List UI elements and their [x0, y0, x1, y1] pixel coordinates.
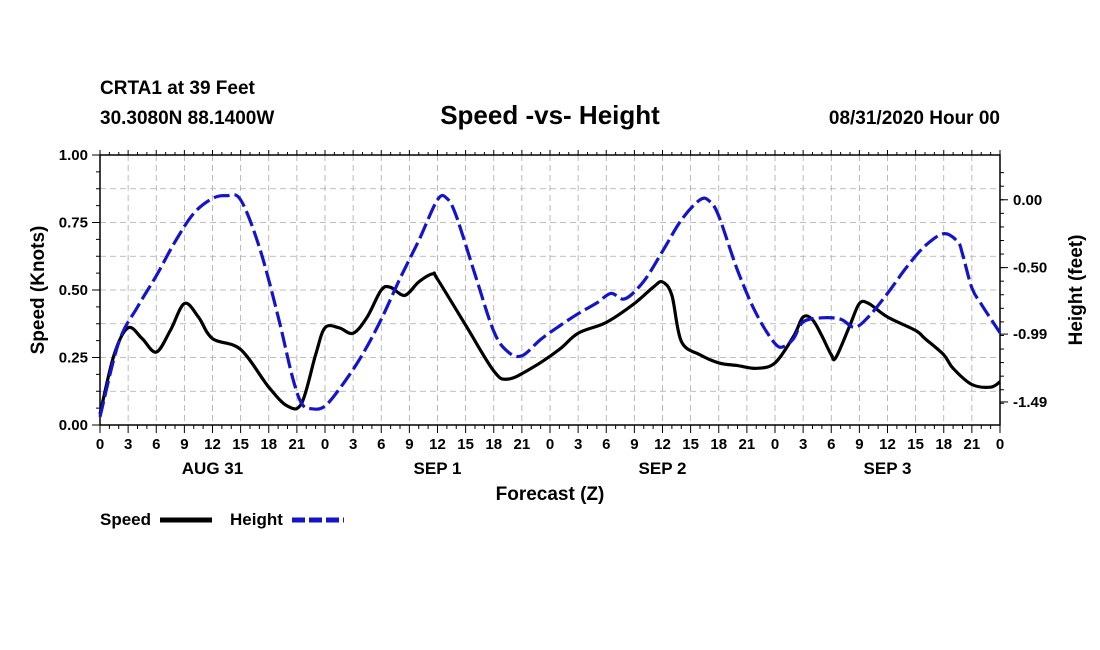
x-tick-label: 6 — [827, 436, 835, 453]
station-label: CRTA1 at 39 Feet — [100, 78, 256, 99]
x-tick-label: 6 — [152, 436, 160, 453]
x-tick-label: 3 — [574, 436, 582, 453]
x-tick-label: 18 — [710, 436, 727, 453]
coordinates-label: 30.3080N 88.1400W — [100, 108, 274, 129]
x-tick-label: 0 — [321, 436, 329, 453]
x-tick-label: 12 — [429, 436, 446, 453]
left-tick-label: 0.75 — [59, 215, 88, 232]
right-y-axis: 0.00 -0.50 -0.99 -1.49 — [1000, 172, 1047, 411]
legend: Speed Height — [100, 510, 344, 529]
x-tick-label: 3 — [124, 436, 132, 453]
legend-height-label: Height — [230, 510, 283, 529]
x-tick-label: 12 — [654, 436, 671, 453]
x-tick-label: 21 — [514, 436, 531, 453]
x-axis: 0 3 6 9 12 15 18 21 0 3 6 9 12 15 18 21 0 3 6 9 12 15 18 21 0 3 6 9… — [96, 150, 1004, 478]
x-tick-label: 18 — [260, 436, 277, 453]
left-tick-label: 0.25 — [59, 350, 88, 367]
height-series-line — [98, 193, 1002, 418]
x-tick-label: 21 — [289, 436, 306, 453]
x-tick-label: 18 — [485, 436, 502, 453]
x-tick-label: 0 — [546, 436, 554, 453]
x-tick-label: 21 — [964, 436, 981, 453]
series-layer — [98, 193, 1002, 418]
x-tick-label: 3 — [349, 436, 357, 453]
right-axis-title: Height (feet) — [1066, 235, 1087, 346]
right-tick-label: -1.49 — [1013, 394, 1047, 411]
forecast-datetime: 08/31/2020 Hour 00 — [829, 108, 1000, 129]
x-tick-label: 21 — [739, 436, 756, 453]
x-tick-label: 12 — [879, 436, 896, 453]
left-y-axis: 0.00 0.25 0.50 0.75 1.00 — [59, 147, 100, 434]
x-tick-label: 3 — [799, 436, 807, 453]
x-tick-label: 0 — [96, 436, 104, 453]
right-tick-label: 0.00 — [1013, 192, 1042, 209]
left-axis-title: Speed (Knots) — [28, 226, 49, 355]
x-tick-label: 9 — [855, 436, 863, 453]
left-tick-label: 0.00 — [59, 417, 88, 434]
left-tick-label: 0.50 — [59, 282, 88, 299]
legend-speed-label: Speed — [100, 510, 151, 529]
left-tick-label: 1.00 — [59, 147, 88, 164]
x-tick-label: 0 — [771, 436, 779, 453]
x-tick-label: 12 — [204, 436, 221, 453]
right-tick-label: -0.50 — [1013, 260, 1047, 277]
x-tick-label: 9 — [180, 436, 188, 453]
day-label: SEP 2 — [639, 459, 687, 478]
x-tick-label: 15 — [682, 436, 699, 453]
x-tick-label: 6 — [377, 436, 385, 453]
x-tick-label: 6 — [602, 436, 610, 453]
x-tick-label: 9 — [630, 436, 638, 453]
speed-series-line — [98, 271, 1001, 415]
x-tick-label: 15 — [907, 436, 924, 453]
x-tick-label: 9 — [405, 436, 413, 453]
right-tick-label: -0.99 — [1013, 326, 1047, 343]
chart-title: Speed -vs- Height — [440, 100, 660, 130]
x-tick-label: 0 — [996, 436, 1004, 453]
x-tick-label: 15 — [232, 436, 249, 453]
day-label: SEP 1 — [414, 459, 462, 478]
x-tick-label: 15 — [457, 436, 474, 453]
x-axis-title: Forecast (Z) — [496, 484, 605, 505]
day-label: SEP 3 — [864, 459, 912, 478]
day-label: AUG 31 — [182, 459, 243, 478]
x-tick-label: 18 — [935, 436, 952, 453]
